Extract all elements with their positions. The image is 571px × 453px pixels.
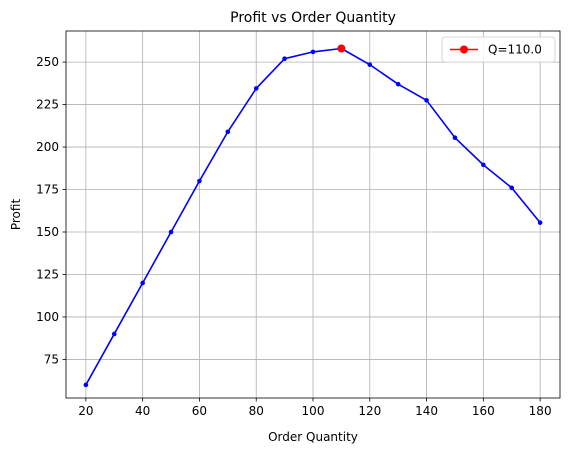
legend-swatch-marker (460, 45, 468, 54)
data-point (395, 81, 401, 87)
legend-box (441, 36, 556, 63)
y-axis-title: Profit (9, 199, 23, 231)
data-point (111, 331, 117, 337)
chart-title: Profit vs Order Quantity (230, 10, 396, 26)
x-tick-label: 180 (529, 404, 552, 418)
y-tick-label: 100 (36, 310, 59, 324)
grid (66, 31, 560, 398)
y-tick-label: 225 (36, 98, 59, 112)
data-point (452, 135, 458, 141)
optimal-point-marker (337, 44, 346, 53)
x-tick-label: 160 (472, 404, 495, 418)
x-axis-title: Order Quantity (268, 430, 358, 444)
x-tick-label: 100 (302, 404, 325, 418)
data-point (537, 220, 543, 225)
y-tick-label: 250 (36, 55, 59, 69)
data-point (481, 162, 486, 168)
data-point (253, 86, 259, 91)
data-point (168, 229, 174, 235)
x-tick-label: 140 (415, 404, 438, 418)
ticks: 20 40 60 80 100 120 140 160 180 75 100 125 150 175 200… (36, 55, 551, 418)
data-point (282, 56, 287, 61)
x-tick-label: 120 (358, 404, 381, 418)
x-tick-label: 60 (192, 404, 207, 418)
data-point (367, 62, 373, 67)
y-tick-label: 75 (44, 352, 59, 366)
legend: Q=110.0 (441, 36, 556, 63)
x-tick-label: 40 (135, 404, 150, 418)
data-point (83, 382, 89, 388)
data-point (424, 98, 429, 103)
series-layer (83, 44, 543, 388)
data-point (140, 280, 145, 286)
data-point (225, 129, 231, 135)
y-tick-label: 175 (36, 183, 59, 197)
y-tick-label: 150 (36, 225, 59, 239)
data-point (310, 49, 316, 55)
x-tick-label: 80 (249, 404, 264, 418)
data-point (197, 178, 202, 184)
x-tick-label: 20 (78, 404, 93, 418)
legend-label: Q=110.0 (488, 43, 542, 57)
y-tick-label: 125 (36, 267, 59, 281)
y-tick-label: 200 (36, 140, 59, 154)
data-point (509, 185, 515, 191)
